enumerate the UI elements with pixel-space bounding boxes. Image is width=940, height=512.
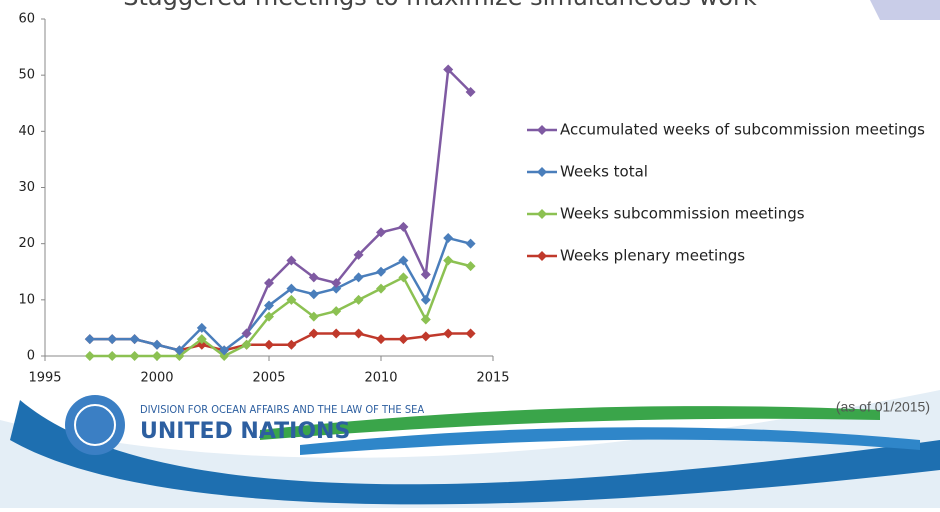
data-point (331, 306, 341, 316)
page: {"chart_data": {"type": "line", "title":… (0, 0, 940, 508)
data-point (331, 329, 341, 339)
data-point (466, 329, 476, 339)
data-point (130, 334, 140, 344)
legend-label: Weeks total (560, 163, 648, 181)
data-point (152, 351, 162, 361)
data-point (421, 295, 431, 305)
data-point (354, 329, 364, 339)
y-tick-label: 30 (18, 180, 35, 195)
x-tick-label: 1995 (28, 371, 61, 386)
data-point (376, 267, 386, 277)
data-point (376, 334, 386, 344)
x-tick-label: 2015 (476, 371, 509, 386)
y-tick-label: 50 (18, 68, 35, 83)
legend-marker (537, 125, 547, 135)
legend-marker (537, 167, 547, 177)
data-point (376, 284, 386, 294)
data-point (398, 256, 408, 266)
y-tick-label: 60 (18, 12, 35, 27)
legend-label: Accumulated weeks of subcommission meeti… (560, 121, 925, 139)
data-point (309, 289, 319, 299)
x-tick-label: 2010 (364, 371, 397, 386)
data-point (398, 334, 408, 344)
legend-label: Weeks plenary meetings (560, 247, 745, 265)
data-point (398, 222, 408, 232)
legend-marker (537, 251, 547, 261)
corner-decoration (870, 0, 940, 20)
data-point (466, 239, 476, 249)
series-line (247, 70, 471, 334)
data-point (85, 334, 95, 344)
data-point (354, 272, 364, 282)
data-point (286, 340, 296, 350)
y-tick-label: 10 (18, 292, 35, 307)
organization-name: UNITED NATIONS (140, 419, 350, 444)
data-point (443, 329, 453, 339)
data-point (152, 340, 162, 350)
data-point (107, 351, 117, 361)
data-point (421, 331, 431, 341)
data-point (443, 256, 453, 266)
data-point (264, 340, 274, 350)
data-point (398, 272, 408, 282)
y-tick-label: 40 (18, 124, 35, 139)
chart-title: Staggered meetings to maximize simultane… (123, 0, 757, 11)
data-point (130, 351, 140, 361)
x-tick-label: 2000 (140, 371, 173, 386)
data-point (354, 295, 364, 305)
date-note: (as of 01/2015) (836, 399, 930, 415)
data-point (466, 261, 476, 271)
data-point (443, 233, 453, 243)
legend-label: Weeks subcommission meetings (560, 205, 805, 223)
y-tick-label: 0 (27, 349, 35, 364)
division-name: DIVISION FOR OCEAN AFFAIRS AND THE LAW O… (140, 403, 424, 416)
data-point (421, 314, 431, 324)
data-point (421, 270, 431, 280)
legend-marker (537, 209, 547, 219)
data-point (85, 351, 95, 361)
y-tick-label: 20 (18, 236, 35, 251)
data-point (309, 329, 319, 339)
x-tick-label: 2005 (252, 371, 285, 386)
slide: DIVISION FOR OCEAN AFFAIRS AND THE LAW O… (0, 0, 940, 508)
data-point (107, 334, 117, 344)
